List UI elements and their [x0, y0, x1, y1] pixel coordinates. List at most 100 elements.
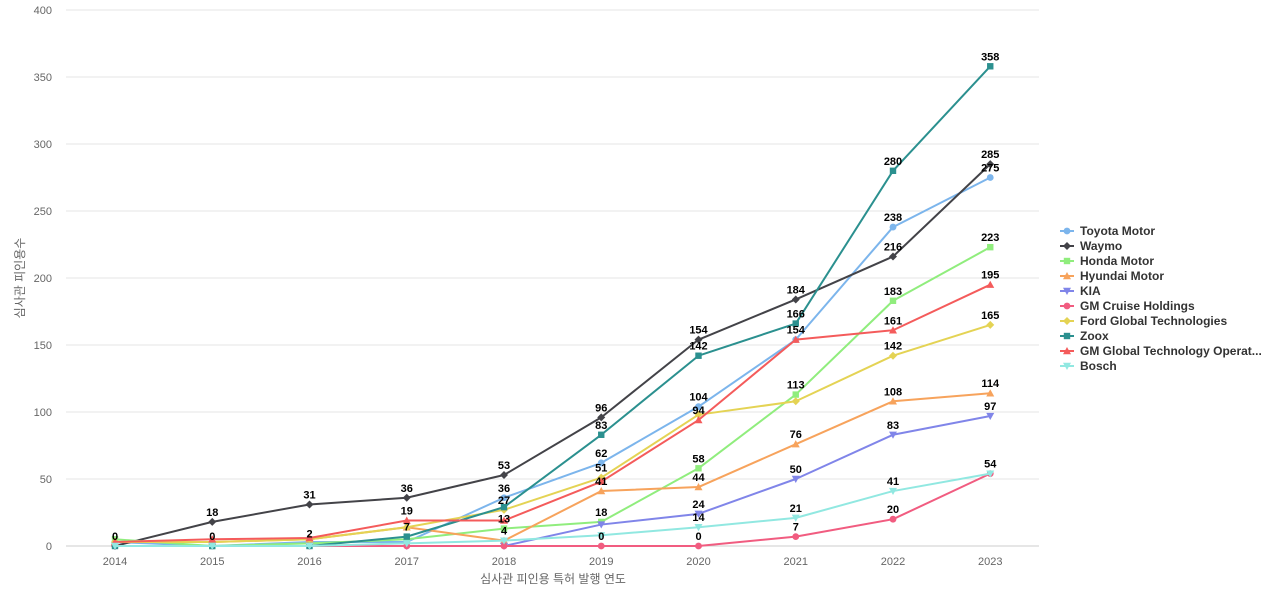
- data-point: [500, 542, 508, 550]
- y-tick-label: 0: [46, 541, 52, 553]
- x-tick-label: 2022: [881, 556, 905, 568]
- y-tick-label: 200: [34, 273, 52, 285]
- data-label: 108: [884, 386, 902, 398]
- grid-layer: [66, 9, 1039, 547]
- data-label: 223: [981, 232, 999, 244]
- data-point: [791, 475, 800, 483]
- data-point: [986, 470, 995, 478]
- legend-item[interactable]: Waymo: [1060, 239, 1122, 253]
- data-label: 24: [692, 499, 705, 511]
- data-label: 51: [595, 463, 607, 475]
- series-line: [114, 163, 991, 547]
- data-point: [597, 542, 605, 550]
- x-tick-label: 2019: [589, 556, 613, 568]
- data-point: [792, 391, 799, 398]
- legend-item[interactable]: Toyota Motor: [1060, 224, 1155, 238]
- x-tick-label: 2017: [395, 556, 419, 568]
- data-point: [111, 542, 119, 550]
- data-label: 7: [793, 522, 799, 534]
- y-axis-title: 심사관 피인용수: [13, 238, 27, 319]
- data-point: [791, 295, 800, 304]
- data-point: [695, 403, 702, 411]
- data-point: [208, 535, 217, 543]
- axis-layer: 심사관 피인용 특허 발행 연도 심사관 피인용수 05010015020025…: [13, 5, 1002, 586]
- y-tick-label: 350: [34, 72, 52, 84]
- series-group: [111, 389, 995, 546]
- x-tick-label: 2016: [297, 556, 321, 568]
- data-label: 0: [209, 531, 215, 543]
- series-line: [115, 392, 991, 543]
- data-label: 94: [692, 405, 705, 417]
- data-label: 166: [787, 309, 805, 321]
- x-tick-label: 2020: [686, 556, 710, 568]
- data-label: 154: [787, 325, 806, 337]
- data-point: [791, 514, 800, 522]
- series-group: [111, 63, 994, 550]
- legend-item[interactable]: Zoox: [1060, 329, 1109, 343]
- data-label-layer: 0180312361975336271349683625141180154142…: [112, 51, 1000, 543]
- data-point: [791, 440, 800, 448]
- series-group: [111, 470, 995, 550]
- legend-item[interactable]: KIA: [1060, 284, 1101, 298]
- data-label: 161: [884, 315, 902, 327]
- data-label: 238: [884, 212, 902, 224]
- legend-marker: [1063, 362, 1071, 370]
- data-point: [694, 510, 703, 518]
- legend-item[interactable]: Ford Global Technologies: [1060, 314, 1227, 328]
- legend-marker: [1063, 332, 1071, 340]
- series-line: [115, 65, 991, 547]
- legend-marker: [1063, 287, 1071, 295]
- legend-item[interactable]: Hyundai Motor: [1060, 269, 1164, 283]
- data-point: [305, 533, 314, 542]
- data-point: [889, 223, 897, 231]
- data-label: 21: [790, 503, 802, 515]
- data-point: [500, 537, 508, 545]
- data-point: [500, 516, 508, 524]
- data-point: [694, 483, 703, 491]
- data-point: [597, 413, 606, 422]
- data-label: 104: [689, 392, 708, 404]
- data-label: 285: [981, 149, 999, 161]
- x-tick-label: 2021: [784, 556, 808, 568]
- data-label: 41: [595, 476, 607, 488]
- data-label: 280: [884, 156, 902, 168]
- data-label: 97: [984, 401, 996, 413]
- x-tick-label: 2015: [200, 556, 224, 568]
- series-line: [115, 472, 991, 547]
- legend-marker: [1063, 347, 1071, 355]
- x-axis-title: 심사관 피인용 특허 발행 연도: [480, 571, 626, 586]
- data-label: 58: [692, 453, 704, 465]
- legend-item[interactable]: GM Cruise Holdings: [1060, 299, 1195, 313]
- data-point: [889, 431, 897, 439]
- series-line: [114, 283, 991, 543]
- data-point: [889, 297, 897, 304]
- data-label: 19: [401, 506, 413, 518]
- data-label: 0: [695, 531, 701, 543]
- legend-item[interactable]: GM Global Technology Operat...: [1060, 344, 1262, 358]
- series-line: [114, 246, 991, 547]
- data-point: [597, 487, 606, 495]
- data-label: 83: [887, 420, 899, 432]
- legend-label: Hyundai Motor: [1080, 269, 1164, 283]
- data-point: [986, 389, 995, 397]
- y-tick-label: 100: [34, 407, 52, 419]
- data-point: [889, 487, 897, 496]
- legend-marker: [1063, 242, 1071, 250]
- legend-marker: [1063, 302, 1071, 310]
- legend-item[interactable]: Honda Motor: [1060, 254, 1154, 268]
- series-group: [111, 280, 995, 546]
- y-tick-label: 300: [34, 139, 52, 151]
- y-tick-label: 50: [40, 474, 52, 486]
- data-point: [208, 517, 217, 526]
- data-point: [597, 521, 606, 529]
- data-point: [305, 542, 314, 550]
- data-point: [402, 493, 411, 502]
- data-point: [694, 524, 703, 532]
- data-point: [987, 63, 994, 70]
- legend-marker: [1063, 272, 1071, 280]
- data-point: [986, 160, 995, 169]
- data-label: 216: [884, 242, 902, 254]
- x-tick-label: 2018: [492, 556, 516, 568]
- data-label: 53: [498, 460, 510, 472]
- legend-item[interactable]: Bosch: [1060, 359, 1117, 373]
